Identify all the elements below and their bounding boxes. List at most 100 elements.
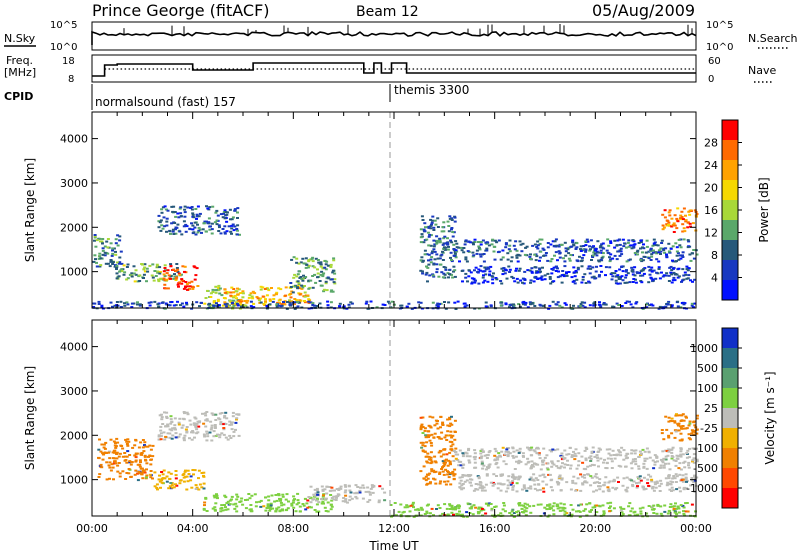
heatmap-cell [123,452,127,454]
heatmap-cell [693,278,697,281]
heatmap-cell [160,413,163,416]
heatmap-cell [245,301,249,304]
heatmap-cell [684,478,688,481]
heatmap-cell [491,278,495,281]
heatmap-cell [139,441,143,444]
heatmap-cell [314,492,318,495]
heatmap-cell [692,457,696,460]
heatmap-cell [649,249,652,252]
heatmap-cell [695,428,699,431]
heatmap-cell [590,509,593,511]
heatmap-cell [113,460,117,463]
heatmap-cell [450,423,454,426]
heatmap-cell [162,277,166,280]
heatmap-cell [675,273,679,276]
heatmap-cell [161,278,165,281]
heatmap-cell [439,437,443,440]
heatmap-cell [472,489,476,492]
heatmap-cell [182,287,186,290]
heatmap-cell [429,224,433,227]
cpid-segment-2: themis 3300 [394,83,469,97]
heatmap-cell [264,300,267,303]
heatmap-cell [692,453,696,456]
heatmap-cell [659,250,663,253]
heatmap-cell [533,243,537,246]
heatmap-cell [455,242,459,245]
heatmap-cell [688,222,692,225]
heatmap-cell [419,236,423,239]
heatmap-cell [225,417,229,420]
heatmap-cell [566,464,570,466]
heatmap-cell [324,497,328,500]
heatmap-cell [572,244,576,247]
heatmap-cell [435,235,439,238]
heatmap-cell [452,474,456,477]
heatmap-cell [453,220,457,223]
heatmap-cell [277,287,281,290]
heatmap-cell [533,483,537,486]
heatmap-cell [322,494,325,497]
heatmap-cell [481,270,485,273]
heatmap-cell [547,307,551,310]
heatmap-cell [673,214,677,217]
heatmap-cell [641,246,644,249]
heatmap-cell [624,302,628,304]
colorbar-tick-label: 16 [704,204,718,217]
heatmap-cell [326,300,330,303]
heatmap-cell [311,256,315,259]
heatmap-cell [530,460,534,463]
heatmap-cell [109,438,113,441]
heatmap-cell [377,501,381,504]
heatmap-cell [185,285,189,288]
heatmap-cell [684,473,688,476]
noise-right-label: N.Search [748,32,798,45]
heatmap-cell [111,263,115,265]
heatmap-cell [211,288,215,291]
heatmap-cell [574,489,578,492]
heatmap-cell [212,430,216,433]
heatmap-cell [157,434,161,437]
heatmap-cell [215,493,218,496]
heatmap-cell [118,239,122,242]
heatmap-cell [178,273,182,276]
heatmap-cell [489,503,493,505]
heatmap-cell [297,501,301,504]
heatmap-cell [205,430,209,433]
heatmap-cell [442,453,446,456]
heatmap-cell [290,258,294,261]
heatmap-cell [556,259,559,262]
heatmap-cell [176,271,180,273]
heatmap-cell [290,502,294,505]
heatmap-cell [269,505,273,508]
heatmap-cell [270,494,274,497]
heatmap-cell [443,463,447,466]
heatmap-cell [561,509,565,512]
heatmap-cell [601,255,605,258]
heatmap-cell [428,472,432,475]
power-x-axis [91,112,697,308]
heatmap-cell [414,508,418,511]
heatmap-cell [667,280,671,282]
heatmap-cell [649,276,653,279]
heatmap-cell [143,455,147,458]
heatmap-cell [556,460,560,463]
heatmap-cell [691,459,695,462]
heatmap-cell [601,504,605,507]
heatmap-cell [577,510,581,513]
heatmap-cell [584,459,588,462]
heatmap-cell [323,488,327,491]
heatmap-cell [186,469,190,472]
heatmap-cell [286,507,290,510]
heatmap-cell [117,262,121,265]
heatmap-cell [659,482,663,485]
heatmap-cell [674,414,678,417]
heatmap-cell [315,503,319,506]
heatmap-cell [275,305,279,308]
heatmap-cell [191,224,195,227]
colorbar-swatch [722,448,738,469]
heatmap-cell [450,415,453,418]
heatmap-cell [664,477,668,480]
cpid-row: CPID normalsound (fast) 157 themis 3300 [4,83,469,110]
heatmap-cell [297,301,301,304]
heatmap-cell [264,496,267,499]
